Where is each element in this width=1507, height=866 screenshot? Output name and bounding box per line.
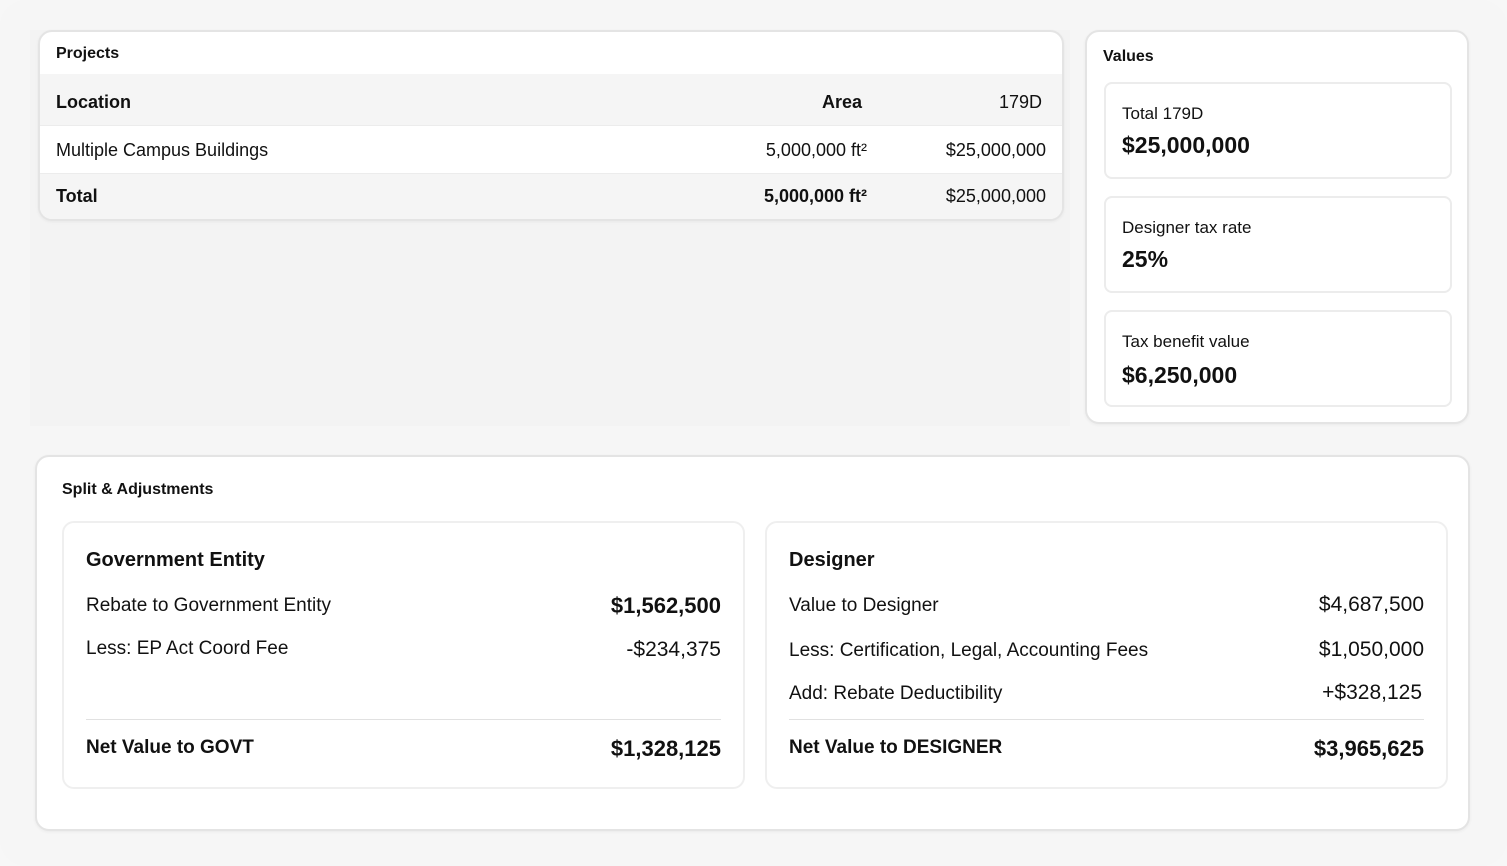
split-adjustments-card: Split & Adjustments Government Entity Re…: [35, 455, 1470, 831]
row-location: Multiple Campus Buildings: [56, 140, 269, 160]
values-title: Values: [1103, 48, 1154, 65]
line-value: $1,562,500: [610, 593, 721, 618]
line-value: $4,687,500: [1318, 593, 1424, 616]
divider: [86, 719, 721, 720]
divider: [789, 719, 1424, 720]
designer-title: Designer: [789, 549, 875, 571]
total-area: 5,000,000 ft²: [763, 186, 867, 206]
net-value: $3,965,625: [1313, 736, 1424, 761]
column-header-179d[interactable]: 179D: [998, 92, 1042, 112]
stat-total-179d: Total 179D $25,000,000: [1104, 82, 1452, 179]
column-header-location[interactable]: Location: [56, 92, 131, 112]
government-entity-panel: Government Entity Rebate to Government E…: [62, 521, 745, 789]
government-entity-title: Government Entity: [86, 549, 265, 571]
column-header-area[interactable]: Area: [821, 92, 862, 112]
stat-designer-tax-rate: Designer tax rate 25%: [1104, 196, 1452, 293]
stat-value: 25%: [1122, 246, 1169, 272]
total-label: Total: [56, 186, 98, 206]
split-title: Split & Adjustments: [62, 481, 214, 498]
row-area: 5,000,000 ft²: [765, 140, 867, 160]
line-label: Add: Rebate Deductibility: [789, 683, 1003, 704]
line-value: $1,050,000: [1318, 638, 1424, 661]
stat-label: Total 179D: [1122, 104, 1204, 123]
total-179d-value: $25,000,000: [945, 186, 1046, 206]
stat-value: $6,250,000: [1122, 362, 1238, 388]
net-label: Net Value to GOVT: [86, 737, 254, 758]
projects-table-header: Location Area 179D: [40, 74, 1062, 126]
values-card: Values Total 179D $25,000,000 Designer t…: [1085, 30, 1469, 424]
table-total-row: Total 5,000,000 ft² $25,000,000: [40, 174, 1062, 219]
stat-label: Tax benefit value: [1122, 332, 1250, 351]
line-label: Less: EP Act Coord Fee: [86, 638, 289, 659]
net-label: Net Value to DESIGNER: [789, 737, 1003, 758]
designer-panel: Designer Value to Designer $4,687,500 Le…: [765, 521, 1448, 789]
line-label: Less: Certification, Legal, Accounting F…: [789, 640, 1149, 661]
line-label: Rebate to Government Entity: [86, 595, 332, 616]
row-179d-value: $25,000,000: [945, 140, 1046, 160]
projects-card: Projects Location Area 179D Multiple Cam…: [38, 30, 1064, 221]
line-label: Value to Designer: [789, 595, 939, 616]
stat-value: $25,000,000: [1122, 132, 1250, 158]
stat-label: Designer tax rate: [1122, 218, 1252, 237]
stat-tax-benefit-value: Tax benefit value $6,250,000: [1104, 310, 1452, 407]
line-value: +$328,125: [1322, 681, 1422, 704]
projects-title: Projects: [56, 45, 120, 62]
table-row[interactable]: Multiple Campus Buildings 5,000,000 ft² …: [40, 126, 1062, 174]
line-value: -$234,375: [626, 638, 721, 661]
net-value: $1,328,125: [610, 736, 721, 761]
